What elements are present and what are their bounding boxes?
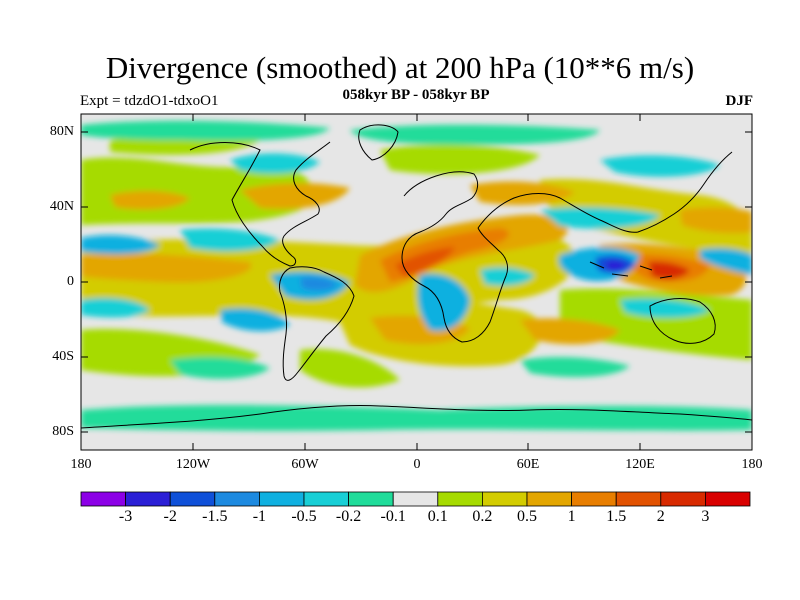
contour-band	[170, 357, 270, 379]
contour-band	[180, 228, 280, 252]
lon-label-60e: 60E	[516, 457, 540, 472]
colorbar-label: -3	[118, 508, 133, 525]
contour-band	[600, 155, 720, 177]
colorbar-swatch	[526, 491, 572, 507]
lon-label-120w: 120W	[175, 457, 211, 472]
north-america-coast	[189, 141, 331, 267]
contour-band	[300, 349, 400, 388]
colorbar-swatch	[348, 491, 394, 507]
colorbar-swatch	[571, 491, 617, 507]
europe-africa-coast	[401, 171, 509, 343]
contour-band	[81, 298, 150, 318]
contour-band	[395, 247, 455, 278]
colorbar-label: 0.2	[472, 508, 493, 525]
lon-label-60w: 60W	[291, 457, 319, 472]
colorbar-label: -1	[252, 508, 267, 525]
colorbar	[80, 491, 751, 507]
colorbar-swatch	[80, 491, 126, 507]
colorbar-swatch	[615, 491, 662, 507]
contour-band	[380, 144, 540, 175]
colorbar-label: -2	[163, 508, 177, 525]
lat-label-80s: 80S	[52, 424, 74, 439]
period-label: 058kyr BP - 058kyr BP	[342, 87, 490, 103]
colorbar-label: -0.2	[335, 508, 362, 525]
colorbar-swatch	[437, 491, 483, 507]
plot-title: Divergence (smoothed) at 200 hPa (10**6 …	[105, 50, 695, 85]
asia-coast	[477, 151, 733, 233]
lon-label-180w: 180	[70, 457, 92, 472]
colorbar-label: -1.5	[202, 508, 228, 525]
lat-label-40n: 40N	[49, 199, 74, 214]
contour-band	[81, 120, 330, 141]
colorbar-swatch	[169, 491, 216, 507]
colorbar-label: -0.5	[291, 508, 317, 525]
contour-band	[480, 267, 535, 286]
colorbar-label: 2	[656, 508, 665, 525]
colorbar-label: -0.1	[380, 508, 406, 525]
contour-band	[606, 260, 627, 271]
lat-label-eq: 0	[67, 274, 74, 289]
colorbar-swatch	[303, 491, 349, 507]
colorbar-label: 0.1	[427, 508, 448, 525]
greenland-coast	[358, 124, 399, 161]
colorbar-label: 1	[567, 508, 576, 525]
contour-band	[220, 308, 290, 332]
contour-band	[110, 190, 190, 210]
antarctica-coast	[81, 404, 752, 429]
contour-band	[300, 276, 338, 291]
colorbar-swatch	[705, 491, 751, 507]
colorbar-swatch	[481, 491, 528, 507]
coastlines	[81, 124, 752, 429]
colorbar-swatch	[660, 491, 706, 507]
colorbar-swatch	[214, 491, 260, 507]
colorbar-label: 3	[701, 508, 710, 525]
lon-label-120e: 120E	[625, 457, 655, 472]
colorbar-swatch	[258, 491, 305, 507]
contour-band	[81, 253, 252, 283]
contour-band	[540, 207, 660, 229]
axis-ticks	[80, 114, 753, 450]
lat-label-40s: 40S	[52, 349, 74, 364]
australia-coast	[649, 298, 716, 344]
lat-label-80n: 80N	[49, 124, 74, 139]
contour-band	[81, 235, 160, 255]
colorbar-swatch	[392, 491, 439, 507]
contour-band	[680, 207, 752, 234]
contour-band	[240, 183, 350, 210]
contour-band	[520, 318, 620, 345]
contour-band	[700, 248, 752, 275]
contour-band	[417, 273, 470, 331]
divergence-field	[81, 114, 752, 450]
contour-band	[620, 298, 710, 318]
colorbar-label: 1.5	[606, 508, 627, 525]
south-america-coast	[279, 266, 355, 381]
contour-band	[648, 261, 690, 280]
contour-band	[520, 357, 630, 378]
colorbar-swatch	[125, 491, 171, 507]
contour-band	[470, 181, 575, 205]
contour-band	[81, 405, 752, 431]
lon-label-180e: 180	[741, 457, 763, 472]
experiment-label: Expt = tdzdO1-tdxoO1	[80, 93, 219, 109]
contour-band	[350, 124, 600, 145]
maritime-islands	[589, 261, 673, 279]
lon-label-0: 0	[413, 457, 421, 472]
contour-band	[560, 288, 752, 360]
season-label: DJF	[725, 93, 754, 109]
colorbar-label: 0.5	[517, 508, 537, 525]
